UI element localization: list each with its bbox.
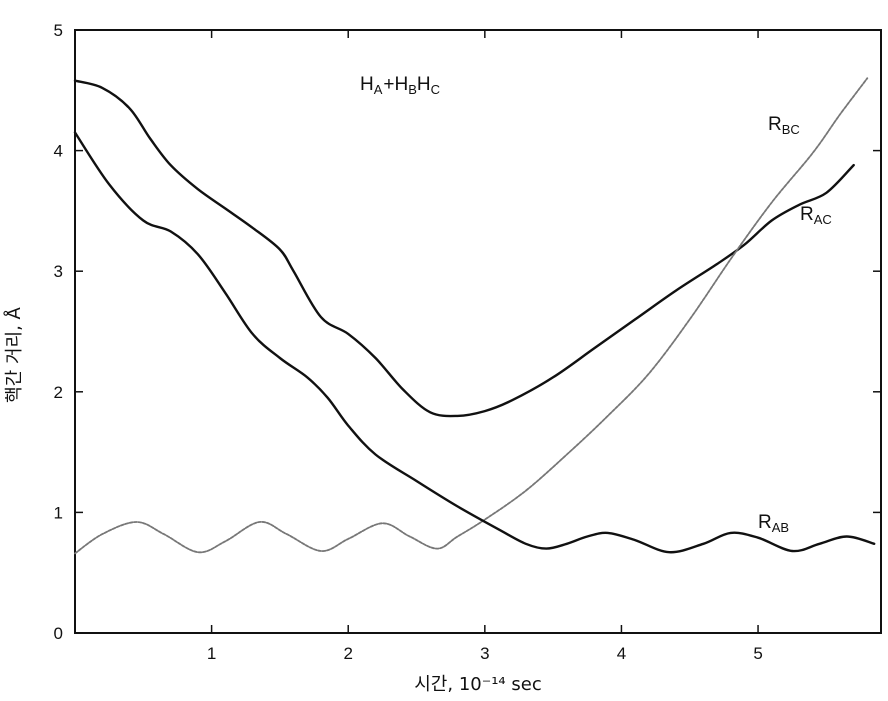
r-ac-annotation: RAC [800, 204, 832, 227]
r-ab-annotation: RAB [758, 512, 789, 535]
x-tick-label: 1 [207, 644, 216, 663]
reaction-annotation: HA+HBHC [360, 74, 440, 97]
series-line-r-ab [73, 131, 876, 554]
r-bc-annotation: RBC [768, 114, 800, 137]
series-line-r-bc [74, 77, 869, 555]
x-tick-label: 2 [343, 644, 352, 663]
series-layer [73, 77, 876, 555]
y-tick-label: 4 [54, 142, 63, 161]
series-line-r-ac [73, 79, 855, 418]
y-tick-label: 0 [54, 624, 63, 643]
y-tick-label: 2 [54, 383, 63, 402]
x-tick-label: 5 [753, 644, 762, 663]
x-tick-label: 4 [617, 644, 626, 663]
y-axis-label: 핵간 거리, Å [3, 306, 25, 402]
x-tick-label: 3 [480, 644, 489, 663]
plot-frame [74, 29, 882, 634]
x-axis-label: 시간, 10⁻¹⁴ sec [414, 674, 541, 695]
y-tick-label: 5 [54, 21, 63, 40]
y-tick-label: 1 [54, 503, 63, 522]
axis-ticks: 1 2 3 4 5 0 1 2 3 4 5 [54, 21, 881, 663]
y-tick-label: 3 [54, 262, 63, 281]
